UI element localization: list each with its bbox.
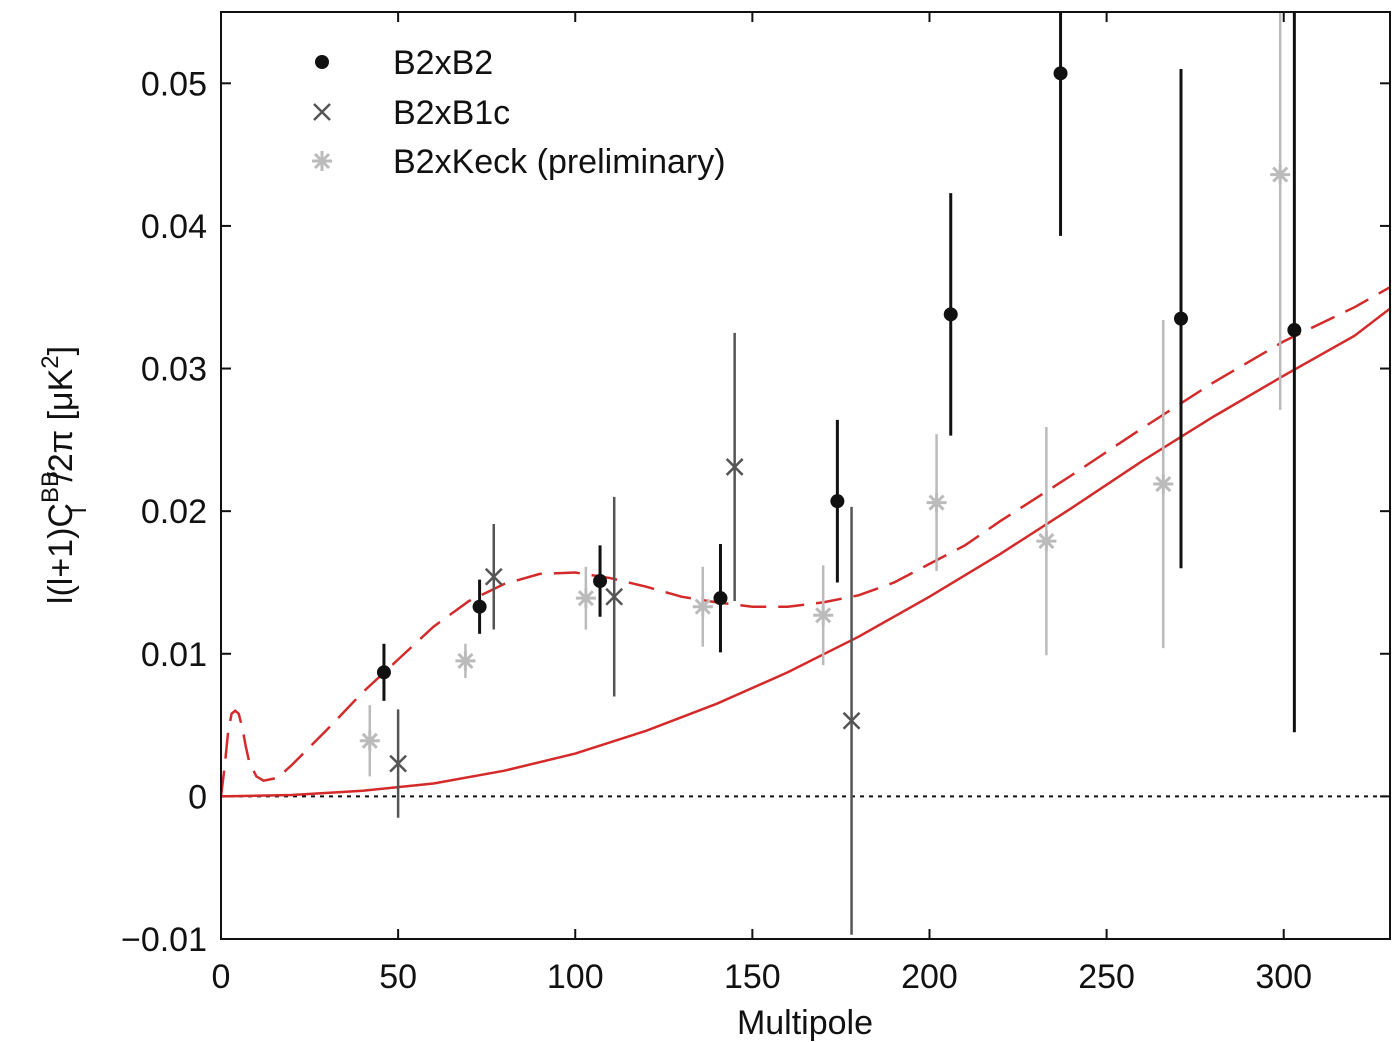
point-marker bbox=[577, 590, 594, 607]
data-point-star bbox=[1036, 427, 1057, 656]
x-tick-label: 50 bbox=[379, 958, 417, 996]
point-marker bbox=[389, 754, 408, 773]
y-axis-title-sup2: 2 bbox=[37, 355, 64, 368]
data-point-dot bbox=[943, 193, 958, 436]
x-tick-label: 100 bbox=[547, 958, 604, 996]
legend: B2xB2 B2xB1c B2xKeck (preliminary) bbox=[312, 44, 726, 181]
data-point-star bbox=[926, 434, 947, 572]
data-point-x bbox=[389, 709, 408, 818]
y-tick-label: 0.02 bbox=[141, 493, 207, 531]
y-tick-label: 0.03 bbox=[141, 351, 207, 389]
x-tick-label: 0 bbox=[212, 958, 231, 996]
point-marker bbox=[484, 567, 503, 586]
model-curve-dashed bbox=[221, 286, 1390, 797]
y-axis-title: l(l+1)CBBl/2π [μK2] bbox=[37, 346, 92, 604]
point-marker bbox=[1155, 475, 1172, 493]
point-marker bbox=[361, 732, 378, 749]
data-point-star bbox=[1270, 12, 1291, 410]
data-point-dot bbox=[1173, 69, 1188, 569]
y-tick-labels: −0.01 0 0.01 0.02 0.03 0.04 0.05 bbox=[121, 65, 207, 959]
data-point-dot bbox=[593, 545, 608, 617]
data-point-star bbox=[813, 565, 834, 666]
y-tick-label: −0.01 bbox=[121, 921, 207, 959]
y-axis-title-pre: l(l+1)C bbox=[42, 503, 80, 604]
legend-marker-b2xkeck bbox=[312, 151, 332, 171]
y-axis-title-sup: BB bbox=[37, 471, 64, 503]
y-axis-title-mid: /2π [μK bbox=[42, 368, 80, 481]
x-tick-label: 250 bbox=[1078, 958, 1135, 996]
data-point-x bbox=[725, 332, 744, 602]
point-marker bbox=[815, 607, 832, 624]
y-axis-title-sub: l bbox=[65, 508, 92, 513]
data-point-x bbox=[484, 523, 503, 630]
point-marker bbox=[1053, 66, 1068, 81]
model-curves-layer bbox=[221, 286, 1390, 798]
point-marker bbox=[830, 494, 845, 509]
y-tick-label: 0.01 bbox=[141, 636, 207, 674]
x-tick-label: 200 bbox=[901, 958, 958, 996]
x-tick-label: 150 bbox=[724, 958, 781, 996]
point-marker bbox=[842, 711, 861, 730]
data-point-star bbox=[359, 705, 380, 777]
legend-marker-b2xb2 bbox=[315, 55, 329, 69]
data-point-dot bbox=[713, 543, 728, 653]
y-tick-label: 0 bbox=[188, 778, 207, 816]
y-axis-title-post: ] bbox=[42, 346, 80, 355]
x-axis-title: Multipole bbox=[737, 1004, 873, 1042]
y-tick-label: 0.04 bbox=[141, 208, 207, 246]
point-marker bbox=[928, 494, 945, 511]
point-marker bbox=[1272, 166, 1289, 183]
data-point-dot bbox=[1053, 12, 1068, 236]
point-marker bbox=[694, 598, 711, 615]
point-marker bbox=[457, 652, 474, 669]
point-marker bbox=[605, 587, 624, 606]
data-point-dot bbox=[1287, 12, 1302, 733]
point-marker bbox=[725, 458, 744, 476]
point-marker bbox=[593, 574, 608, 589]
point-marker bbox=[376, 665, 391, 680]
data-point-star bbox=[575, 566, 596, 630]
point-marker bbox=[1287, 323, 1302, 338]
point-marker bbox=[713, 591, 728, 606]
data-point-star bbox=[692, 566, 713, 647]
point-marker bbox=[472, 599, 487, 614]
data-point-x bbox=[842, 506, 861, 935]
plot-frame bbox=[220, 11, 1391, 940]
data-point-dot bbox=[472, 579, 487, 634]
data-point-dot bbox=[376, 643, 391, 701]
point-marker bbox=[1038, 533, 1055, 550]
x-tick-labels: 0 50 100 150 200 250 300 bbox=[212, 958, 1313, 996]
data-point-dot bbox=[830, 419, 845, 583]
data-point-star bbox=[1153, 320, 1174, 649]
y-tick-label: 0.05 bbox=[141, 65, 207, 103]
point-marker bbox=[1173, 311, 1188, 326]
x-tick-label: 300 bbox=[1255, 958, 1312, 996]
point-marker bbox=[943, 307, 958, 322]
legend-label-b2xkeck: B2xKeck (preliminary) bbox=[393, 143, 726, 181]
data-points-layer bbox=[359, 12, 1302, 935]
data-point-x bbox=[605, 496, 624, 697]
legend-label-b2xb1c: B2xB1c bbox=[393, 94, 510, 132]
legend-marker-b2xb1c bbox=[313, 103, 331, 121]
data-point-star bbox=[455, 643, 476, 679]
legend-label-b2xb2: B2xB2 bbox=[393, 44, 493, 82]
